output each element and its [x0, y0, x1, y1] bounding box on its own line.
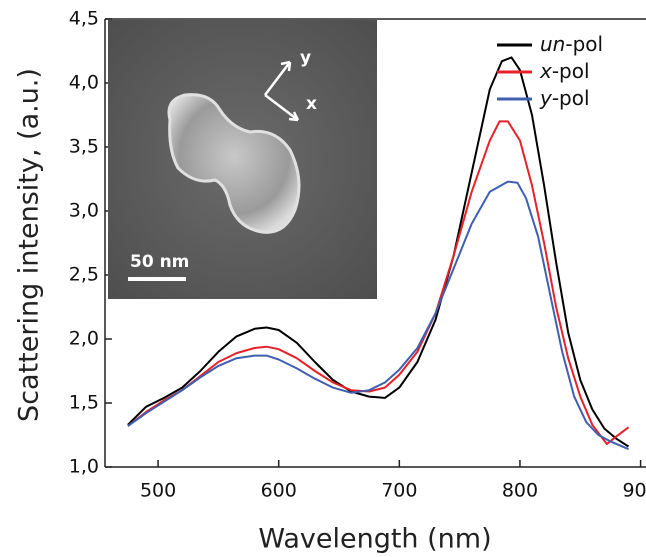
y-tick-label: 4,0 [69, 72, 99, 94]
y-tick-label: 1,5 [69, 392, 99, 414]
x-axis-title: Wavelength (nm) [258, 524, 491, 555]
inset-axis-x: x [306, 94, 317, 114]
y-tick-label: 2,0 [69, 328, 99, 350]
y-tick-label: 3,5 [69, 136, 99, 158]
y-tick-label: 4,5 [69, 8, 99, 30]
x-tick-label: 600 [261, 480, 297, 502]
series-line [127, 180, 629, 451]
scale-bar-label: 50 nm [130, 252, 189, 272]
y-tick-label: 3,0 [69, 200, 99, 222]
x-tick-label: 900 [622, 480, 646, 502]
x-tick-label: 700 [381, 480, 417, 502]
x-tick-label: 800 [502, 480, 538, 502]
y-tick-label: 2,5 [69, 264, 99, 286]
legend-label: x-pol [539, 59, 590, 83]
x-tick-label: 500 [140, 480, 176, 502]
y-axis-title: Scattering intensity, (a.u.) [14, 68, 45, 422]
sem-inset: 50 nm y x [108, 20, 377, 299]
axis-arrows [264, 60, 300, 122]
legend-label: y-pol [539, 86, 590, 110]
series-line [127, 56, 630, 448]
y-tick-label: 1,0 [69, 456, 99, 478]
series-line [127, 120, 630, 445]
nanoparticle [167, 93, 301, 234]
legend-label: un-pol [540, 32, 603, 56]
inset-axis-y: y [300, 48, 311, 68]
